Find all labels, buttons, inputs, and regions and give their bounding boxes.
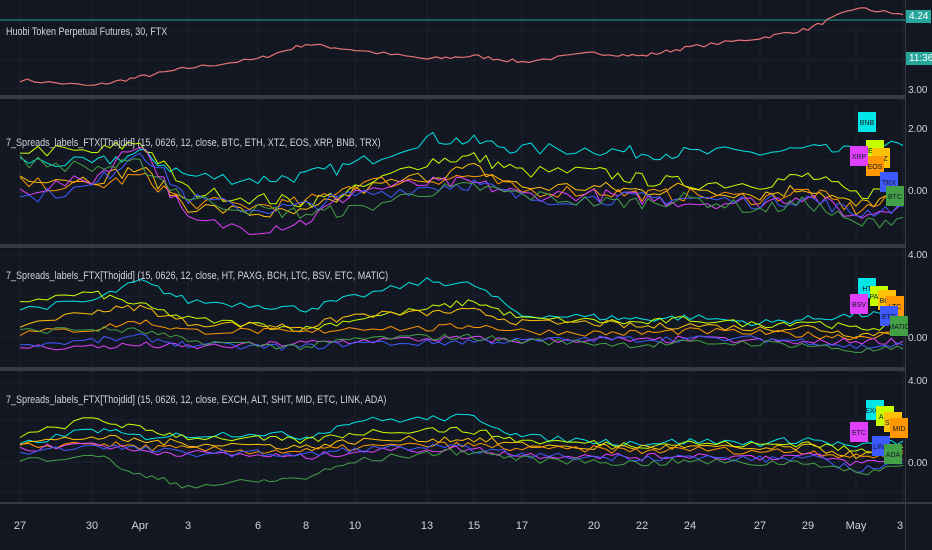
series-line-etc <box>19 333 904 351</box>
spreads2-tick-mid: 0.00 <box>908 333 928 344</box>
series-line-etc <box>19 442 904 466</box>
label-box-text: BSV <box>852 302 866 309</box>
spreads1-pane-title: 7_Spreads_labels_FTX[Thojdid] (15, 0626,… <box>6 137 381 149</box>
main-pane-title: Huobi Token Perpetual Futures, 30, FTX <box>6 26 168 38</box>
label-box-text: MID <box>893 426 906 433</box>
price-axis-border <box>905 0 906 550</box>
label-box-text: TRX <box>882 180 896 187</box>
series-label-box-xrp: XRP <box>850 146 868 166</box>
pane-separator[interactable] <box>0 244 905 248</box>
series-line-bnb <box>19 132 904 185</box>
pane-separator[interactable] <box>0 367 905 371</box>
time-axis-label: 6 <box>254 520 262 532</box>
time-axis-border <box>0 502 932 504</box>
label-box-text: BTC <box>888 194 902 201</box>
time-axis-label: May <box>845 520 867 532</box>
series-line-exch <box>19 413 904 448</box>
series-line-paxg <box>19 290 904 332</box>
series-label-box-btc: BTC <box>886 186 904 206</box>
label-box-background <box>886 186 904 206</box>
spreads1-tick-mid: 0.00 <box>908 186 928 197</box>
time-axis-label: Apr <box>131 520 149 532</box>
bar-countdown-tag: 11:36 <box>906 52 932 65</box>
series-lines <box>19 7 904 489</box>
label-box-text: ADA <box>886 452 901 459</box>
series-line-matic <box>19 326 904 353</box>
series-label-box-etc: ETC <box>850 422 868 442</box>
time-axis-label: 20 <box>587 520 601 532</box>
series-line-price <box>19 7 904 86</box>
label-box-text: HT <box>862 286 872 293</box>
label-box-text: XRP <box>852 154 867 161</box>
time-axis-label: 8 <box>302 520 310 532</box>
label-box-background <box>890 316 908 336</box>
label-box-text: LINK <box>873 444 889 451</box>
label-box-text: EOS <box>868 164 883 171</box>
label-box-background <box>850 422 868 442</box>
label-box-background <box>884 444 902 464</box>
time-axis-label: 22 <box>635 520 649 532</box>
series-line-trx <box>19 152 904 218</box>
time-axis-label: 29 <box>801 520 815 532</box>
series-line-alt <box>19 417 904 454</box>
spreads2-tick-top: 4.00 <box>908 250 928 261</box>
series-line-xrp <box>19 146 904 235</box>
label-box-text: ETC <box>882 314 896 321</box>
time-axis-label: 17 <box>515 520 529 532</box>
series-line-ada <box>19 448 904 489</box>
label-box-text: ETC <box>852 430 866 437</box>
spreads3-tick-mid: 0.00 <box>908 458 928 469</box>
spreads2-pane-title: 7_Spreads_labels_FTX[Thojdid] (15, 0626,… <box>6 270 389 282</box>
pane-separator[interactable] <box>0 95 905 99</box>
series-line-mid <box>19 441 904 459</box>
current-price-tag: 4.24 <box>906 10 932 23</box>
time-axis-label: 27 <box>13 520 27 532</box>
series-label-box-mid: MID <box>890 418 908 438</box>
series-label-box-bsv: BSV <box>850 294 868 314</box>
series-line-eth <box>19 141 904 208</box>
label-box-text: MATIC <box>888 324 909 331</box>
series-line-ht <box>19 277 904 327</box>
spreads3-tick-top: 4.00 <box>908 376 928 387</box>
time-axis-label: 15 <box>467 520 481 532</box>
time-axis-label: 3 <box>896 520 904 532</box>
spreads3-pane-title: 7_Spreads_labels_FTX[Thojdid] (15, 0626,… <box>6 394 387 406</box>
price-axis-label: 3.00 <box>908 85 928 96</box>
label-boxes: BNBETHXTZEOSXRPTRXBTCHTPAXGBCHLTCBSVETCM… <box>850 112 910 464</box>
time-axis-label: 24 <box>683 520 697 532</box>
label-box-text: EXCH <box>865 408 884 415</box>
label-box-background <box>890 418 908 438</box>
series-label-box-eos: EOS <box>866 156 884 176</box>
time-axis-label: 13 <box>420 520 434 532</box>
series-line-shit <box>19 434 904 460</box>
series-label-box-ada: ADA <box>884 444 902 464</box>
spreads1-tick-top: 2.00 <box>908 124 928 135</box>
label-box-background <box>858 112 876 132</box>
series-line-ltc <box>19 319 904 341</box>
time-axis-label: 3 <box>184 520 192 532</box>
label-box-text: BNB <box>860 120 875 127</box>
time-axis-label: 30 <box>85 520 99 532</box>
grid-lines <box>0 0 905 502</box>
label-box-background <box>850 294 868 314</box>
label-box-background <box>866 156 884 176</box>
series-line-xtz <box>19 162 904 218</box>
label-box-background <box>850 146 868 166</box>
time-axis-label: 10 <box>348 520 362 532</box>
series-label-box-matic: MATIC <box>888 316 910 336</box>
series-line-btc <box>19 154 904 229</box>
time-axis-label: 27 <box>753 520 767 532</box>
series-label-box-bnb: BNB <box>858 112 876 132</box>
